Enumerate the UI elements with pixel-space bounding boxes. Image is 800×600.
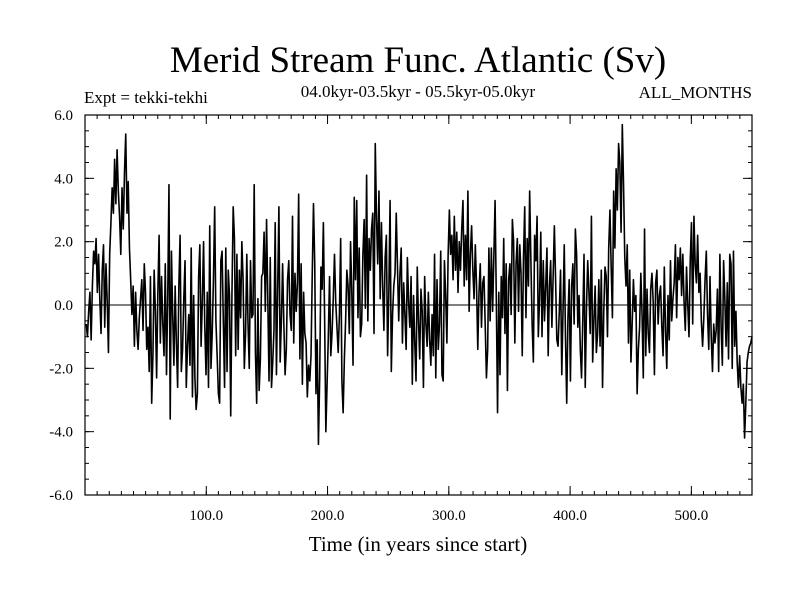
x-tick-label: 400.0 — [553, 508, 587, 524]
x-tick-label: 200.0 — [311, 508, 345, 524]
y-tick-label: 4.0 — [54, 171, 73, 187]
chart-title: Merid Stream Func. Atlantic (Sv) — [170, 40, 666, 81]
x-tick-label: 300.0 — [432, 508, 466, 524]
y-tick-label: -2.0 — [49, 361, 73, 377]
x-axis-label: Time (in years since start) — [309, 532, 528, 556]
x-tick-label: 100.0 — [189, 508, 223, 524]
y-tick-label: -4.0 — [49, 425, 73, 441]
plot-frame — [84, 114, 753, 496]
axis-ticks: 6.0 4.0 2.0 0.0 -2.0 -4.0 -6.0 100.0 200.0 300.0 4… — [49, 108, 752, 524]
series-line-0 — [85, 123, 753, 446]
y-tick-label: 2.0 — [54, 235, 73, 251]
y-tick-label: -6.0 — [49, 488, 73, 504]
x-tick-label: 500.0 — [674, 508, 708, 524]
y-tick-label: 6.0 — [54, 108, 73, 124]
y-tick-label: 0.0 — [54, 298, 73, 314]
months-label: ALL_MONTHS — [639, 83, 752, 102]
period-label: 04.0kyr-03.5kyr - 05.5kyr-05.0kyr — [301, 82, 536, 101]
series-group — [85, 123, 753, 446]
experiment-label: Expt = tekki-tekhi — [84, 88, 208, 107]
